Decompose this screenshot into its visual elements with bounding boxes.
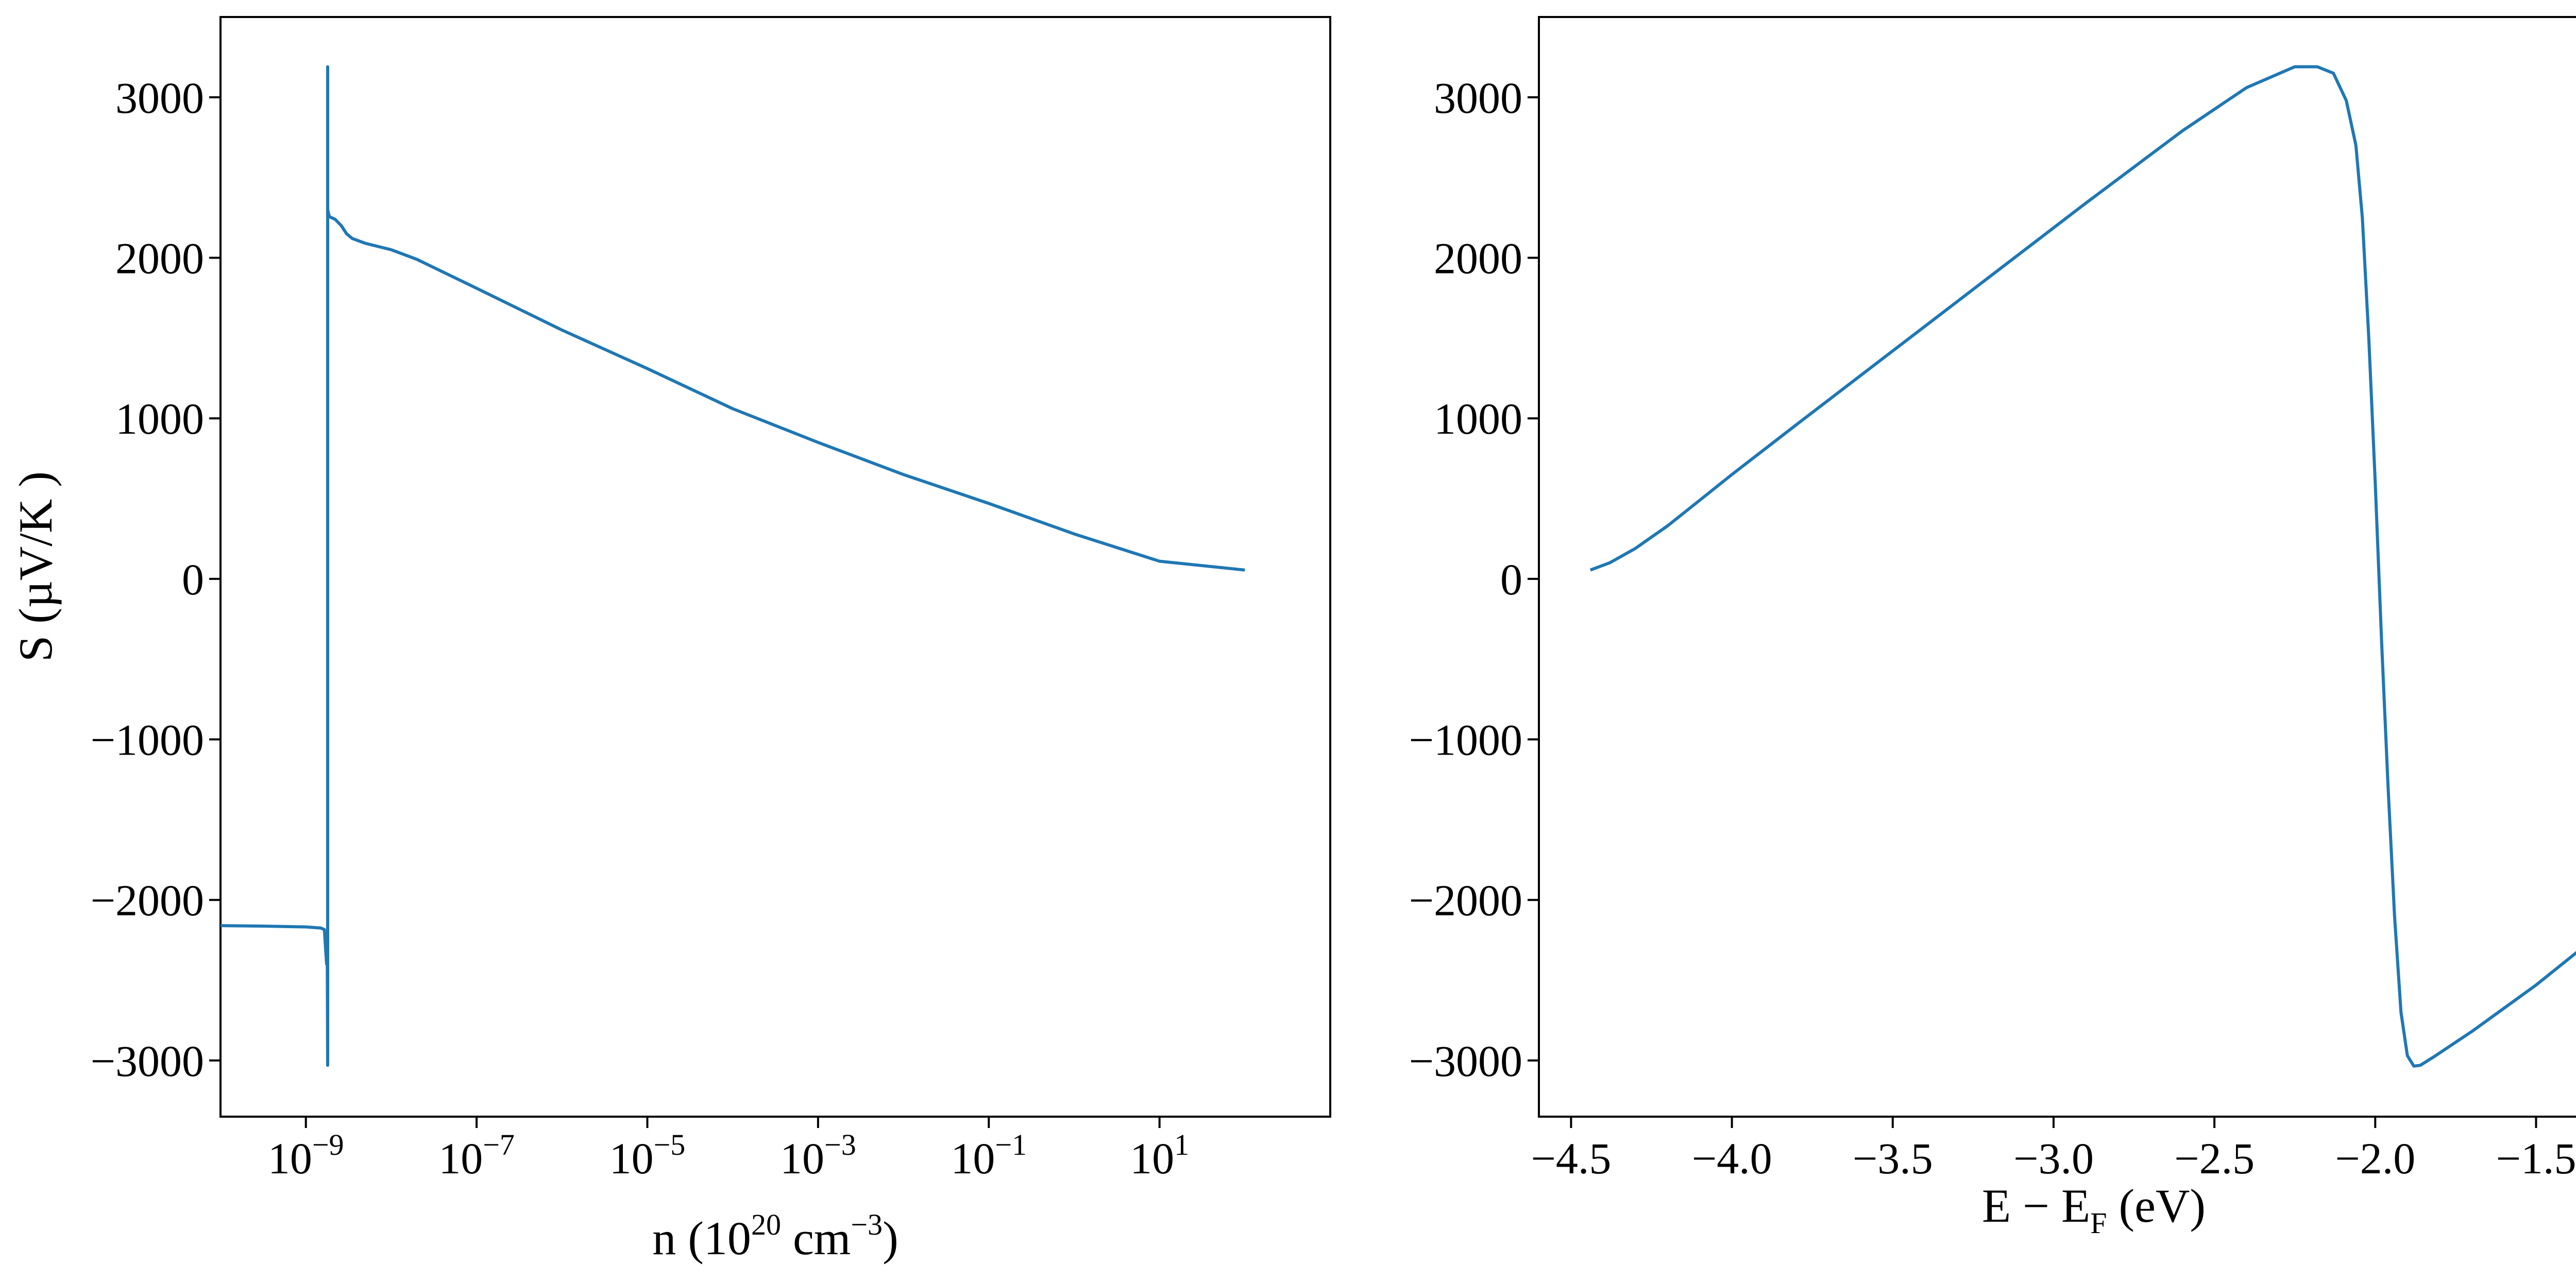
y-tick-label: −1000 [90, 715, 204, 765]
y-tick-label: 2000 [1434, 234, 1522, 283]
right-chart-panel: −3000 −2000 −1000 0 1000 2000 3000 −4.5 −4.0 −3.… [1409, 16, 2576, 1240]
right-x-ticks: −4.5 −4.0 −3.5 −3.0 −2.5 −2.0 −1.5 [1531, 1117, 2576, 1183]
y-tick-label: 0 [182, 555, 204, 604]
x-tick-label: −3.5 [1853, 1134, 1933, 1183]
y-tick-label: −2000 [90, 876, 204, 925]
y-tick-label: 1000 [115, 394, 204, 443]
y-tick-label: 0 [1500, 555, 1522, 604]
x-tick-label: −4.5 [1531, 1134, 1611, 1183]
x-tick-label: −2.5 [2174, 1134, 2255, 1183]
y-tick-label: 2000 [115, 234, 204, 283]
x-tick-label: 101 [1130, 1128, 1189, 1183]
y-tick-label: −3000 [1409, 1036, 1522, 1086]
y-tick-label: 3000 [1434, 73, 1522, 123]
x-tick-label: −2.0 [2335, 1134, 2415, 1183]
right-x-axis-label: E − EF (eV) [1982, 1180, 2206, 1240]
x-tick-label: 10−1 [951, 1128, 1027, 1183]
right-y-ticks: −3000 −2000 −1000 0 1000 2000 3000 [1409, 73, 1539, 1086]
x-tick-label: 10−7 [438, 1128, 515, 1183]
y-tick-label: −2000 [1409, 876, 1522, 925]
y-tick-label: 1000 [1434, 394, 1522, 443]
y-tick-label: −1000 [1409, 715, 1522, 765]
x-tick-label: 10−5 [609, 1128, 686, 1183]
y-tick-label: −3000 [90, 1036, 204, 1086]
x-tick-label: −4.0 [1692, 1134, 1772, 1183]
left-y-ticks: −3000 −2000 −1000 0 1000 2000 3000 [90, 73, 221, 1086]
left-y-axis-label: S (µV/K ) [9, 471, 62, 662]
right-series-line [1589, 65, 2576, 1068]
x-tick-label: −1.5 [2496, 1134, 2576, 1183]
left-series-line [220, 65, 1245, 1067]
left-x-ticks: 10−9 10−7 10−5 10−3 10−1 101 [268, 1117, 1189, 1183]
x-tick-label: 10−3 [780, 1128, 856, 1183]
left-plot-frame [219, 16, 1331, 1118]
x-tick-label: 10−9 [268, 1128, 344, 1183]
left-x-axis-label: n (1020 cm−3) [652, 1208, 898, 1264]
right-plot-frame [1538, 16, 2576, 1118]
x-tick-label: −3.0 [2013, 1134, 2094, 1183]
y-tick-label: 3000 [115, 73, 204, 123]
